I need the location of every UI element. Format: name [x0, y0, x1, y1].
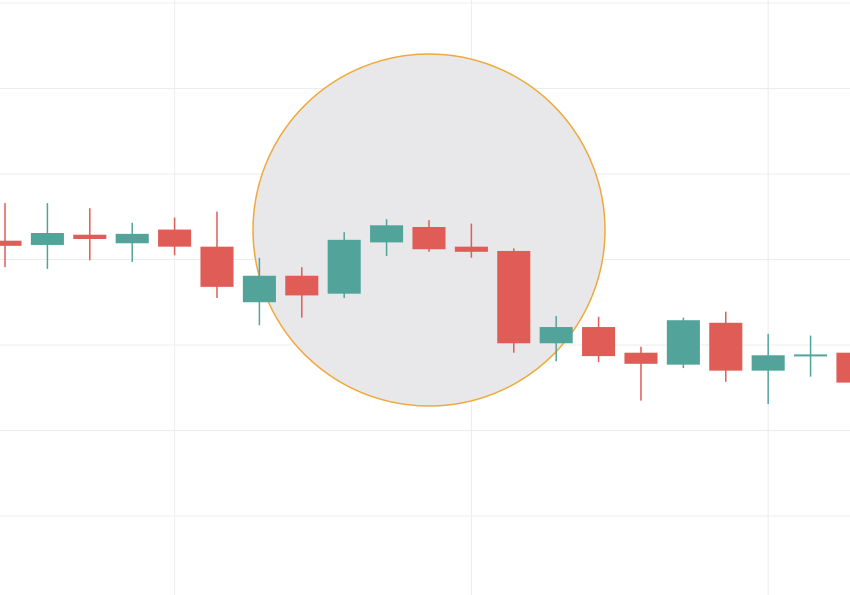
- candle-body: [327, 239, 361, 294]
- candle-body: [836, 352, 850, 383]
- candle-body: [497, 250, 531, 344]
- candle-body: [794, 354, 828, 357]
- candle-body: [200, 246, 234, 287]
- candle-body: [624, 352, 658, 364]
- candle-body: [73, 234, 107, 239]
- candle-body: [30, 232, 64, 245]
- candles: [0, 203, 850, 404]
- candle-body: [115, 233, 149, 244]
- candle-body: [285, 275, 319, 296]
- candle-body: [582, 327, 616, 357]
- candle-body: [539, 327, 573, 344]
- candle-body: [370, 225, 404, 243]
- candle-body: [242, 275, 276, 303]
- candle-body: [709, 322, 743, 371]
- candle-body: [412, 227, 446, 250]
- candle-body: [158, 229, 192, 247]
- candle-body: [0, 240, 22, 246]
- candle-body: [454, 246, 488, 252]
- candle-body: [751, 355, 785, 371]
- candle-body: [666, 320, 700, 365]
